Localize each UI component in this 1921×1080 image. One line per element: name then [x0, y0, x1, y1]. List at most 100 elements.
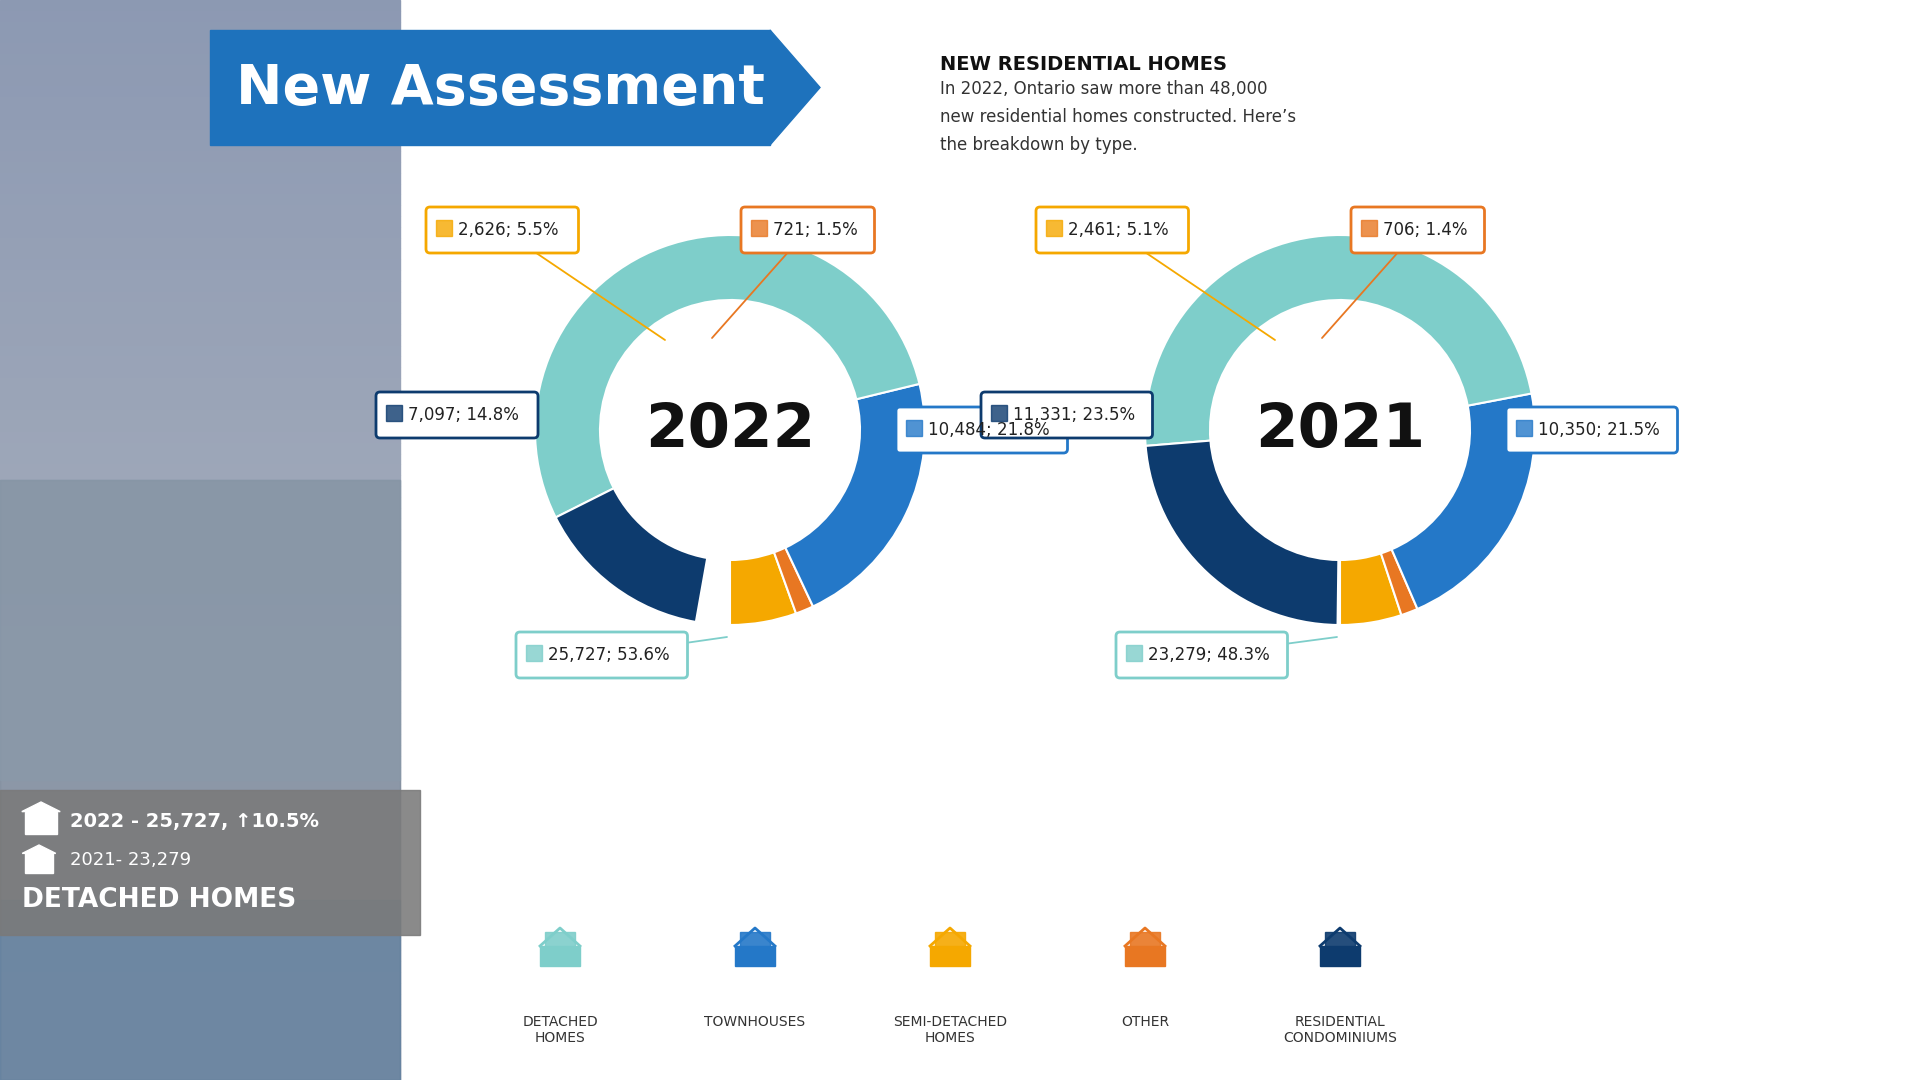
Bar	[0, 551, 400, 562]
Bar	[736, 946, 774, 966]
Bar	[0, 518, 400, 529]
FancyBboxPatch shape	[982, 392, 1153, 438]
Text: OTHER: OTHER	[1122, 1015, 1170, 1029]
Bar	[0, 108, 400, 119]
Bar	[0, 994, 400, 1004]
Text: In 2022, Ontario saw more than 48,000
new residential homes constructed. Here’s
: In 2022, Ontario saw more than 48,000 ne…	[939, 80, 1297, 153]
Text: 7,097; 14.8%: 7,097; 14.8%	[407, 406, 519, 424]
Bar	[0, 821, 400, 832]
Bar	[0, 562, 400, 572]
Bar	[0, 724, 400, 734]
Text: 706; 1.4%: 706; 1.4%	[1383, 221, 1468, 239]
Bar	[1130, 932, 1160, 962]
Bar	[0, 799, 400, 810]
Bar	[907, 420, 922, 436]
Text: 23,279; 48.3%: 23,279; 48.3%	[1149, 646, 1270, 664]
Bar	[0, 248, 400, 259]
Bar	[740, 932, 770, 962]
Bar	[25, 811, 58, 834]
Bar	[0, 22, 400, 32]
Bar	[0, 292, 400, 302]
Bar	[0, 480, 400, 1080]
Bar	[0, 43, 400, 54]
Bar	[0, 497, 400, 508]
Bar	[991, 405, 1007, 421]
Bar	[0, 11, 400, 22]
Bar	[0, 918, 400, 929]
Bar	[1126, 946, 1164, 966]
Bar	[0, 227, 400, 238]
Wedge shape	[774, 548, 813, 613]
Bar	[0, 583, 400, 594]
Text: RESIDENTIAL
CONDOMINIUMS: RESIDENTIAL CONDOMINIUMS	[1283, 1015, 1397, 1045]
Wedge shape	[1381, 550, 1418, 616]
Bar	[0, 648, 400, 659]
Bar	[0, 259, 400, 270]
Text: 2021- 23,279: 2021- 23,279	[69, 851, 190, 869]
Bar	[0, 367, 400, 378]
Bar	[25, 853, 54, 873]
Bar	[0, 886, 400, 896]
Text: 25,727; 53.6%: 25,727; 53.6%	[547, 646, 670, 664]
Bar	[0, 702, 400, 713]
Bar	[0, 1058, 400, 1069]
Bar	[386, 405, 401, 421]
Wedge shape	[1145, 235, 1531, 446]
Bar	[0, 1048, 400, 1058]
Text: 2,461; 5.1%: 2,461; 5.1%	[1068, 221, 1168, 239]
Bar	[0, 205, 400, 216]
FancyBboxPatch shape	[426, 207, 578, 253]
FancyBboxPatch shape	[1506, 407, 1677, 453]
Bar	[0, 0, 400, 11]
Text: 11,331; 23.5%: 11,331; 23.5%	[1012, 406, 1135, 424]
Wedge shape	[1391, 393, 1535, 609]
Bar	[0, 54, 400, 65]
Bar	[0, 346, 400, 356]
Bar	[0, 97, 400, 108]
Text: DETACHED HOMES: DETACHED HOMES	[21, 887, 296, 913]
Text: 10,484; 21.8%: 10,484; 21.8%	[928, 421, 1049, 438]
Bar	[0, 65, 400, 76]
Bar	[0, 270, 400, 281]
Wedge shape	[536, 235, 920, 517]
Bar	[0, 605, 400, 616]
Bar	[0, 335, 400, 346]
Text: 2022: 2022	[645, 401, 815, 459]
Bar	[0, 313, 400, 324]
Bar	[751, 220, 766, 237]
Bar	[1325, 932, 1354, 962]
FancyBboxPatch shape	[517, 632, 688, 678]
FancyBboxPatch shape	[895, 407, 1068, 453]
Bar	[0, 907, 400, 918]
Bar	[0, 454, 400, 464]
FancyBboxPatch shape	[377, 392, 538, 438]
Bar	[1360, 220, 1377, 237]
Bar	[0, 940, 400, 950]
Circle shape	[1212, 302, 1468, 558]
Bar	[0, 486, 400, 497]
Bar	[0, 400, 400, 410]
FancyBboxPatch shape	[1035, 207, 1189, 253]
FancyBboxPatch shape	[1116, 632, 1287, 678]
Bar	[0, 140, 400, 151]
Bar	[0, 929, 400, 940]
Bar	[0, 410, 400, 421]
Wedge shape	[555, 488, 707, 622]
Bar	[0, 1069, 400, 1080]
Bar	[0, 778, 400, 788]
Bar	[209, 30, 770, 145]
FancyBboxPatch shape	[1350, 207, 1485, 253]
Bar	[1320, 946, 1360, 966]
Bar	[0, 961, 400, 972]
Bar	[0, 281, 400, 292]
Text: 2021: 2021	[1254, 401, 1425, 459]
Bar	[0, 119, 400, 130]
Polygon shape	[23, 845, 56, 853]
Bar	[0, 842, 400, 853]
Bar	[0, 508, 400, 518]
FancyBboxPatch shape	[742, 207, 874, 253]
Bar	[0, 162, 400, 173]
Bar	[0, 302, 400, 313]
Text: TOWNHOUSES: TOWNHOUSES	[705, 1015, 805, 1029]
Bar	[0, 670, 400, 680]
